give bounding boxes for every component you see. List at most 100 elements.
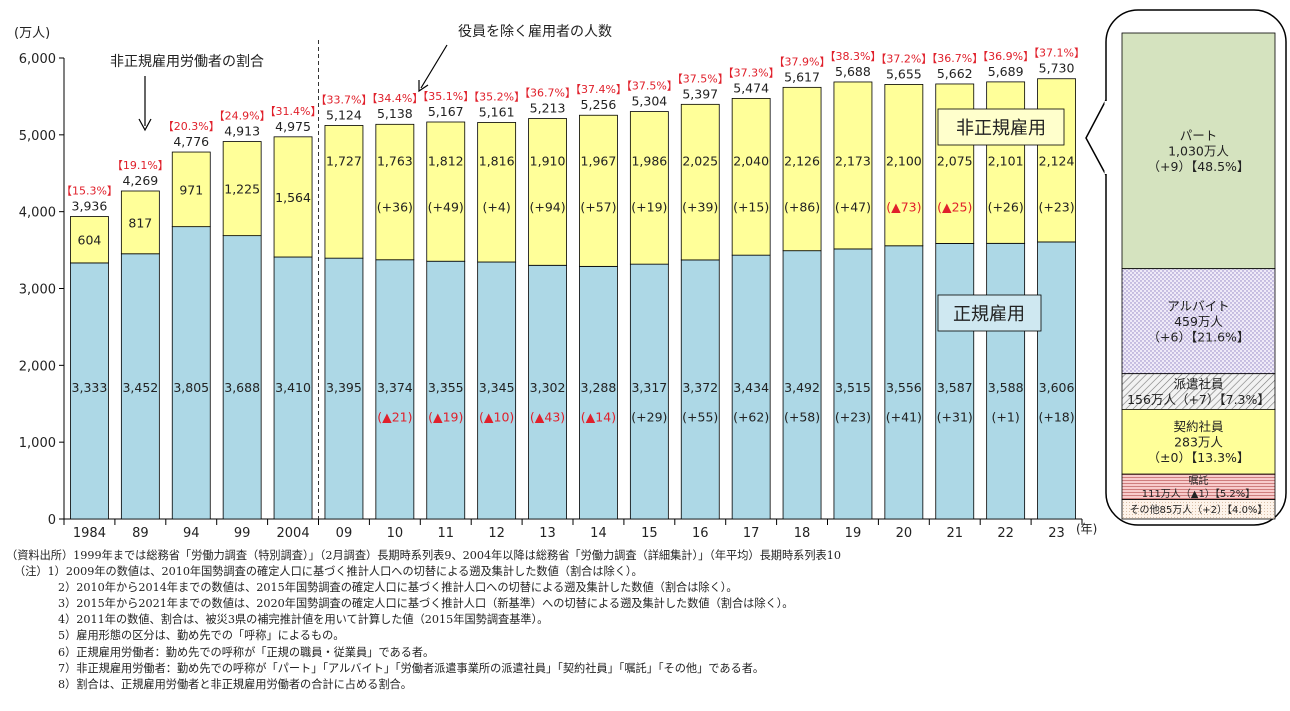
- x-tick-label: 18: [794, 526, 811, 541]
- note-item: 6）正規雇用労働者：勤め先での呼称が「正規の職員・従業員」である者。: [58, 645, 435, 659]
- nonregular-change-label: (▲25): [937, 200, 972, 215]
- regular-change-label: (▲10): [479, 409, 514, 424]
- breakdown-label: アルバイト: [1167, 298, 1229, 313]
- bar-nonregular: [1037, 78, 1076, 243]
- ratio-label: 【31.4%】: [265, 105, 322, 118]
- bar-regular: [426, 260, 466, 520]
- regular-change-label: (+23): [835, 409, 871, 424]
- ratio-label: 【15.3%】: [61, 185, 118, 198]
- total-label: 5,655: [886, 67, 922, 82]
- x-tick-label: 2004: [277, 526, 310, 541]
- total-label: 5,662: [937, 66, 973, 81]
- nonregular-change-label: (+47): [835, 200, 871, 215]
- bar-regular: [375, 259, 415, 520]
- ratio-label: 【24.9%】: [214, 110, 271, 123]
- regular-value-label: 3,317: [631, 380, 667, 395]
- ratio-label: 【33.7%】: [315, 93, 372, 106]
- x-tick-label: 13: [539, 526, 556, 541]
- nonregular-value-label: 2,025: [682, 154, 718, 169]
- nonregular-value-label: 1,727: [326, 154, 362, 169]
- regular-value-label: 3,805: [173, 380, 209, 395]
- breakdown-label: 459万人: [1174, 314, 1223, 329]
- regular-value-label: 3,395: [326, 380, 362, 395]
- nonregular-value-label: 2,101: [988, 154, 1024, 169]
- breakdown-segment: [1121, 32, 1276, 270]
- y-unit-label: (万人): [14, 26, 50, 41]
- bar-nonregular: [171, 151, 211, 228]
- regular-change-label: (+31): [937, 409, 973, 424]
- total-label: 5,138: [377, 106, 413, 121]
- bar-regular: [986, 242, 1026, 520]
- total-label: 5,730: [1039, 61, 1075, 76]
- breakdown-label: 283万人: [1174, 435, 1223, 450]
- total-label: 5,617: [784, 69, 820, 84]
- breakdown-label: 契約社員: [1173, 419, 1224, 434]
- ratio-label: 【35.2%】: [468, 90, 525, 103]
- x-tick-label: 21: [946, 526, 963, 541]
- ratio-note: 非正規雇用労働者の割合: [110, 53, 264, 70]
- nonregular-change-label: (+4): [483, 200, 511, 215]
- regular-change-label: (+18): [1038, 409, 1074, 424]
- ratio-label: 【19.1%】: [112, 159, 169, 172]
- regular-value-label: 3,355: [428, 380, 464, 395]
- breakdown-label: 嘱託: [1189, 474, 1209, 487]
- note-item: 2）2010年から2014年までの数値は、2015年国勢調査の確定人口に基づく推…: [58, 581, 738, 595]
- x-tick-label: 14: [590, 526, 607, 541]
- ratio-label: 【37.5%】: [621, 79, 678, 92]
- y-tick-label: 1,000: [19, 436, 56, 451]
- y-tick-label: 6,000: [19, 52, 56, 67]
- total-label: 4,913: [224, 124, 260, 139]
- regular-value-label: 3,345: [479, 380, 515, 395]
- nonregular-value-label: 2,040: [733, 154, 769, 169]
- ratio-label: 【35.1%】: [417, 90, 474, 103]
- regular-change-label: (▲14): [581, 409, 616, 424]
- bar-nonregular: [324, 125, 364, 259]
- nonregular-value-label: 2,173: [835, 154, 871, 169]
- total-label: 5,161: [479, 104, 515, 119]
- nonregular-value-label: 1,816: [479, 154, 515, 169]
- bar-regular: [833, 248, 873, 520]
- nonregular-change-label: (+19): [631, 200, 667, 215]
- x-tick-label: 12: [488, 526, 505, 541]
- nonregular-value-label: 1,225: [224, 182, 260, 197]
- ratio-label: 【36.9%】: [977, 50, 1034, 63]
- bar-nonregular: [579, 114, 618, 267]
- source-note: （資料出所）1999年までは総務省「労働力調査（特別調査）」（2月調査）長期時系…: [6, 549, 841, 562]
- regular-value-label: 3,302: [530, 380, 566, 395]
- bar-regular: [324, 257, 364, 520]
- total-note: 役員を除く雇用者の人数: [458, 23, 612, 40]
- nonregular-value-label: 1,967: [581, 154, 617, 169]
- total-note-arrowhead: [418, 80, 429, 93]
- nonregular-change-label: (+26): [988, 200, 1024, 215]
- breakdown-segment: [1121, 373, 1276, 410]
- x-tick-label: 15: [641, 526, 658, 541]
- breakdown-label: 派遣社員: [1173, 377, 1224, 392]
- bar-regular: [477, 261, 517, 520]
- regular-change-label: (▲19): [428, 409, 463, 424]
- bar-nonregular: [70, 216, 109, 264]
- y-tick-label: 0: [48, 513, 56, 528]
- regular-value-label: 3,515: [835, 380, 871, 395]
- x-tick-label: 10: [387, 526, 404, 541]
- nonregular-value-label: 971: [179, 182, 203, 197]
- ratio-label: 【37.5%】: [672, 72, 729, 85]
- regular-change-label: (+55): [682, 409, 718, 424]
- regular-value-label: 3,333: [72, 380, 108, 395]
- regular-value-label: 3,434: [733, 380, 769, 395]
- regular-box: [937, 294, 1042, 332]
- bar-regular: [120, 253, 160, 520]
- breakdown-label: （+9）【48.5%】: [1148, 159, 1250, 174]
- bar-regular: [579, 265, 618, 520]
- regular-change-label: (▲43): [530, 409, 565, 424]
- x-tick-label: 09: [336, 526, 353, 541]
- regular-value-label: 3,492: [784, 380, 820, 395]
- nonregular-change-label: (+23): [1038, 200, 1074, 215]
- breakdown-label: （±0）【13.3%】: [1148, 450, 1250, 465]
- nonregular-change-label: (+57): [580, 200, 616, 215]
- ratio-label: 【37.4%】: [570, 83, 627, 96]
- bar-regular: [884, 245, 924, 520]
- nonregular-change-label: (+36): [377, 200, 413, 215]
- bar-nonregular: [222, 141, 262, 237]
- bar-regular: [680, 259, 720, 520]
- bar-nonregular: [629, 111, 669, 265]
